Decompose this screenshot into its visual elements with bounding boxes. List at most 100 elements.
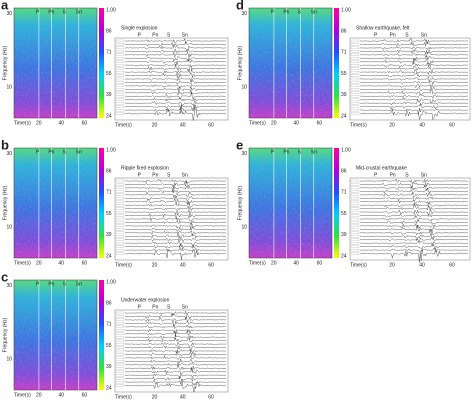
colorbar-tick-label: 55: [341, 71, 347, 77]
waveform: [359, 52, 468, 58]
station-tag: [115, 315, 125, 318]
colorbar: [99, 280, 104, 390]
waveform: [360, 247, 469, 253]
trace-frame: [349, 177, 471, 261]
waveform: [124, 345, 227, 352]
station-tag: [115, 339, 125, 342]
station-tag: [350, 200, 360, 203]
waveform: [124, 212, 227, 219]
trace-x-axis-label: Time(s): [115, 262, 132, 268]
station-tag: [350, 102, 360, 105]
waveform: [359, 199, 469, 206]
panel-letter: a: [1, 0, 9, 12]
waveform: [124, 78, 226, 85]
y-axis-label: Frequency (Hz): [2, 317, 8, 352]
waveform: [124, 341, 227, 347]
waveform: [124, 226, 227, 232]
waveform: [124, 75, 227, 83]
waveform: [359, 77, 469, 83]
station-tag: [115, 377, 125, 380]
waveform: [124, 45, 227, 51]
station-tag: [350, 207, 360, 210]
waveform: [359, 58, 469, 65]
station-tag: [115, 77, 125, 81]
spectrogram-noise: [14, 8, 97, 118]
trace-phase-label: S: [167, 304, 171, 310]
phase-label: S: [297, 9, 301, 15]
waveform: [125, 310, 227, 317]
waveform: [124, 367, 227, 374]
station-tag: [115, 214, 125, 217]
waveform: [125, 86, 227, 93]
waveform: [359, 203, 469, 211]
waveform: [124, 192, 227, 198]
trace-x-tick-label: 40: [419, 122, 425, 128]
spectrogram-frame: [248, 7, 333, 119]
station-tag: [350, 74, 360, 77]
waveform: [124, 222, 227, 230]
waveform: [125, 232, 227, 240]
station-tag: [115, 53, 125, 56]
trace-x-tick-label: 40: [419, 262, 425, 268]
waveform: [124, 48, 227, 55]
waveform: [124, 358, 227, 364]
station-tag: [350, 248, 360, 252]
y-tick-label: 30: [6, 151, 12, 157]
waveform: [124, 107, 227, 114]
station-tag: [115, 108, 125, 112]
station-tag: [115, 380, 125, 384]
station-tag: [115, 179, 125, 183]
spectrogram-noise: [249, 8, 332, 118]
colorbar-tick-label: 1.00: [106, 147, 116, 153]
trace-phase-label: P: [374, 172, 378, 178]
x-tick-label: 60: [317, 260, 323, 266]
station-tag: [350, 84, 360, 88]
spectrogram-frame: [248, 147, 333, 259]
trace-phase-label: P: [138, 172, 142, 178]
waveform: [124, 68, 227, 75]
colorbar-tick-label: 1.00: [106, 7, 116, 13]
waveform: [124, 217, 227, 222]
trace-x-tick-label: 60: [449, 122, 455, 128]
station-tag: [115, 370, 125, 373]
waveform: [124, 201, 227, 208]
x-axis-label: Time(s): [14, 120, 31, 126]
station-tag: [350, 204, 360, 207]
colorbar-tick-label: 86: [106, 169, 112, 175]
station-tag: [115, 84, 125, 88]
waveform: [124, 56, 227, 63]
station-tag: [350, 231, 360, 234]
colorbar-tick-label: 39: [106, 364, 112, 370]
trace-x-tick-label: 60: [208, 394, 214, 400]
station-tag: [350, 95, 360, 98]
station-tag: [115, 231, 125, 234]
station-tag: [115, 235, 125, 238]
trace-x-tick-label: 20: [389, 122, 395, 128]
x-tick-label: 40: [293, 120, 299, 126]
station-tag: [115, 46, 125, 50]
phase-label: Pn: [48, 281, 54, 287]
panel-title: Mid-crustal earthquake: [356, 165, 407, 171]
colorbar-tick-label: 39: [106, 92, 112, 98]
waveform: [360, 248, 469, 263]
station-tag: [115, 245, 125, 248]
phase-label: Sn: [76, 281, 82, 287]
waveform: [125, 90, 226, 96]
waveform: [124, 349, 227, 354]
colorbar-tick-label: 1.00: [341, 147, 351, 153]
station-tag: [350, 81, 360, 84]
waveform: [125, 323, 227, 330]
waveform: [359, 80, 469, 86]
waveform: [124, 320, 227, 327]
colorbar-tick-label: 39: [341, 92, 347, 98]
waveform: [360, 45, 469, 50]
trace-phase-label: Pn: [152, 172, 158, 178]
waveform: [124, 41, 227, 48]
y-axis-label: Frequency (Hz): [2, 45, 8, 80]
colorbar-tick-label: 55: [341, 211, 347, 217]
station-tag: [115, 349, 125, 353]
station-tag: [350, 217, 360, 221]
station-tag: [115, 221, 125, 224]
colorbar-tick-label: 86: [341, 169, 347, 175]
station-tag: [115, 356, 125, 360]
